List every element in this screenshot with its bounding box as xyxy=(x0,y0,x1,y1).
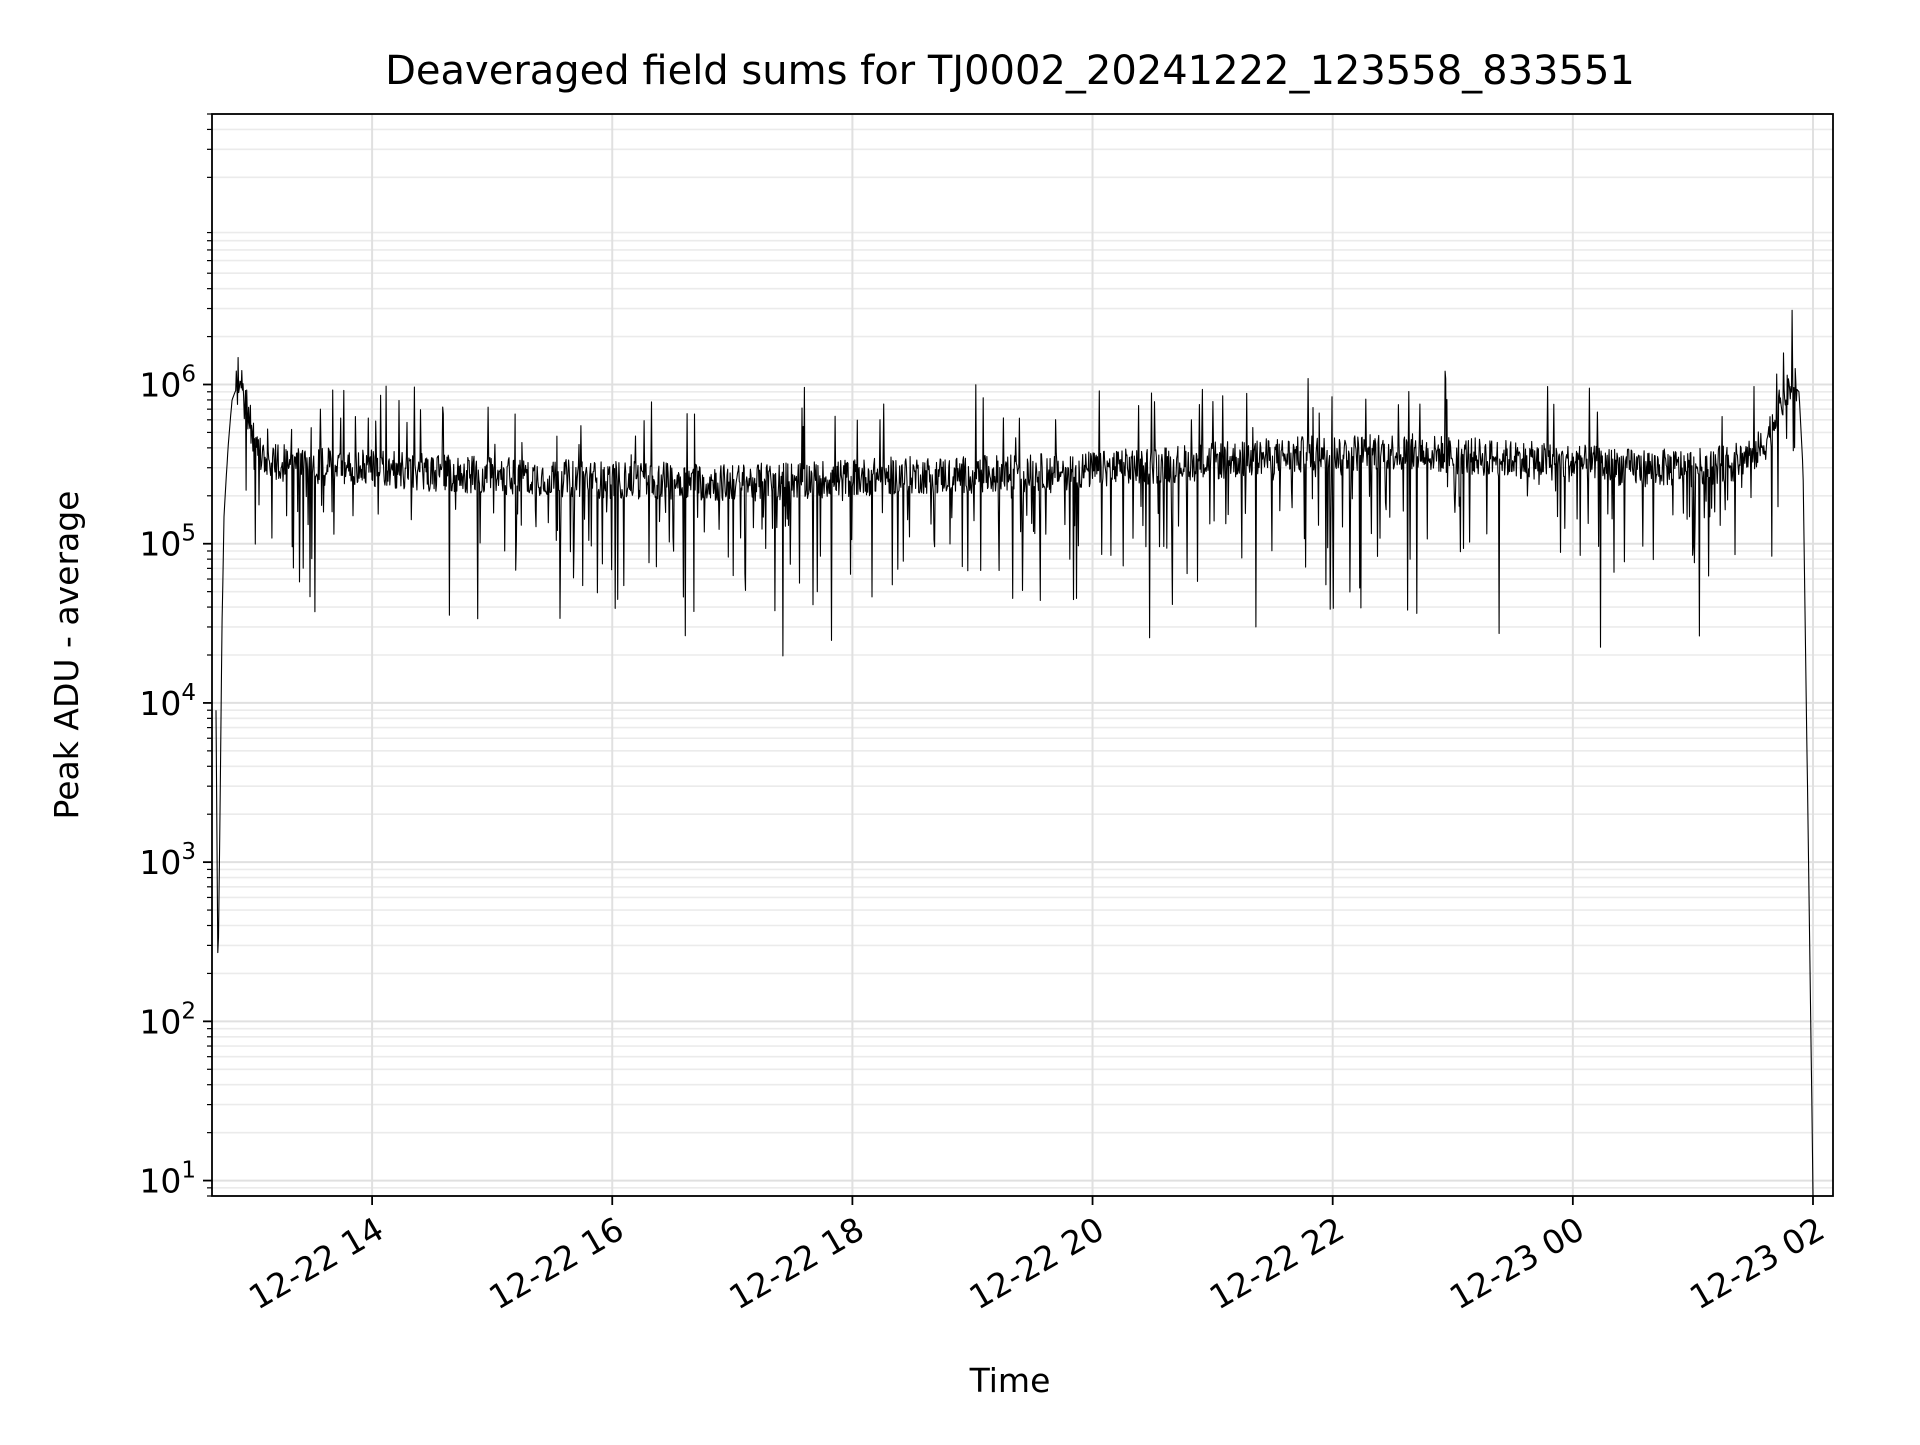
grid xyxy=(212,113,1833,1197)
data-layer xyxy=(215,309,1814,1197)
chart-title: Deaveraged field sums for TJ0002_2024122… xyxy=(385,48,1635,94)
series-line xyxy=(215,309,1814,1197)
y-tick-exponent: 6 xyxy=(181,362,196,388)
y-tick-exponent: 2 xyxy=(181,998,196,1024)
y-axis-label: Peak ADU - average xyxy=(47,491,86,820)
y-tick-exponent: 1 xyxy=(181,1158,196,1184)
y-tick-exponent: 4 xyxy=(181,680,196,706)
y-tick-exponent: 5 xyxy=(181,521,196,547)
x-axis-label: Time xyxy=(969,1361,1051,1400)
y-tick-exponent: 3 xyxy=(181,839,196,865)
y-tick-label: 106 xyxy=(139,362,196,405)
y-tick-label: 101 xyxy=(139,1158,196,1201)
